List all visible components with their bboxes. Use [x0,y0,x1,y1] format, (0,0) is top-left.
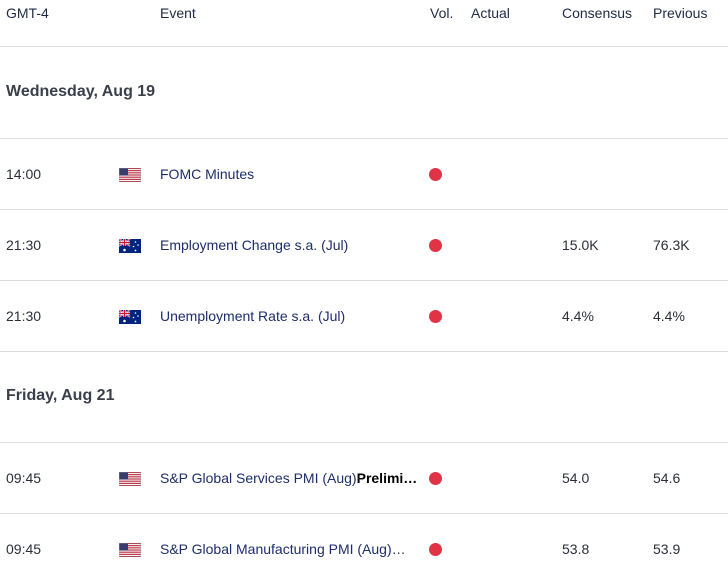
event-time: 14:00 [6,166,42,182]
au-flag-icon [119,310,141,324]
date-label: Wednesday, Aug 19 [6,83,156,100]
date-group-header: Wednesday, Aug 19 [0,47,728,139]
event-name-link[interactable]: FOMC Minutes [160,166,255,182]
event-time: 21:30 [6,237,42,253]
previous-column-header: Previous [653,5,708,21]
consensus-column-header: Consensus [562,5,633,21]
actual-column-header: Actual [471,5,510,21]
event-name-link[interactable]: S&P Global Manufacturing PMI (Aug)… [160,541,406,557]
event-row[interactable]: 21:30 Employment Change s.a. (Jul) 15.0K… [0,210,728,281]
consensus-value: 4.4% [562,308,594,324]
event-name-link[interactable]: Unemployment Rate s.a. (Jul) [160,308,346,324]
event-name-link[interactable]: Employment Change s.a. (Jul) [160,237,349,253]
table-header: GMT-4 Event Vol. Actual Consensus Previo… [0,0,728,47]
event-row[interactable]: 09:45 S&P Global Services PMI (Aug)Preli… [0,443,728,514]
date-group-header: Friday, Aug 21 [0,352,728,443]
consensus-value: 54.0 [562,470,590,486]
us-flag-icon [119,168,141,182]
volatility-column-header: Vol. [430,5,454,21]
date-label: Friday, Aug 21 [6,387,115,404]
high-volatility-icon [429,472,442,485]
us-flag-icon [119,472,141,486]
event-time: 09:45 [6,541,42,557]
previous-value: 53.9 [653,541,681,557]
high-volatility-icon [429,168,442,181]
event-row[interactable]: 21:30 Unemployment Rate s.a. (Jul) 4.4% … [0,281,728,352]
timezone-header[interactable]: GMT-4 [6,5,49,21]
au-flag-icon [119,239,141,253]
previous-value: 54.6 [653,470,681,486]
high-volatility-icon [429,239,442,252]
high-volatility-icon [429,543,442,556]
us-flag-icon [119,543,141,557]
event-time: 21:30 [6,308,42,324]
previous-value: 4.4% [653,308,685,324]
consensus-value: 53.8 [562,541,590,557]
event-row[interactable]: 14:00 FOMC Minutes [0,139,728,210]
consensus-value: 15.0K [562,237,599,253]
event-column-header: Event [160,5,196,21]
previous-value: 76.3K [653,237,690,253]
event-row[interactable]: 09:45 S&P Global Manufacturing PMI (Aug)… [0,514,728,584]
high-volatility-icon [429,310,442,323]
event-name-link[interactable]: S&P Global Services PMI (Aug)Prelimi… [160,470,418,486]
event-time: 09:45 [6,470,42,486]
